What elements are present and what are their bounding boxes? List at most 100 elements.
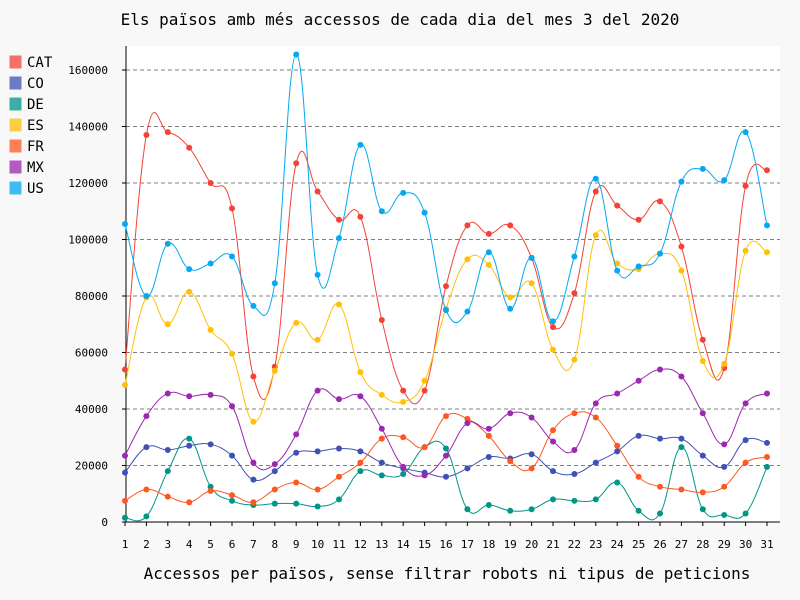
data-point-cat [550, 324, 556, 331]
data-point-cat [314, 188, 321, 195]
data-point-co [250, 476, 257, 483]
data-point-cat [592, 188, 599, 195]
data-point-fr [507, 458, 514, 465]
data-point-fr [485, 432, 492, 439]
data-point-fr [614, 442, 621, 449]
data-point-cat [464, 222, 471, 229]
y-tick-label: 60000 [75, 347, 108, 360]
data-point-co [764, 439, 770, 446]
data-point-es [336, 301, 342, 308]
data-point-de [657, 510, 663, 517]
data-point-mx [464, 420, 471, 427]
data-point-fr [421, 444, 428, 451]
data-point-cat [571, 290, 578, 297]
x-tick-label: 1 [122, 538, 129, 551]
grid-lines [126, 69, 780, 466]
data-point-de [207, 483, 214, 490]
data-point-us [443, 307, 449, 314]
x-tick-label: 30 [739, 538, 752, 551]
data-point-fr [571, 410, 578, 417]
data-point-mx [764, 390, 770, 397]
x-tick-label: 29 [718, 538, 731, 551]
data-point-de [122, 514, 128, 521]
data-point-co [614, 448, 621, 455]
data-point-es [357, 369, 364, 376]
x-tick-label: 24 [611, 538, 625, 551]
data-point-us [507, 305, 514, 312]
data-point-mx [571, 446, 578, 453]
data-point-de [143, 513, 150, 520]
data-point-co [357, 448, 364, 455]
x-tick-label: 19 [504, 538, 517, 551]
x-tick-label: 12 [354, 538, 367, 551]
data-point-co [657, 435, 663, 442]
data-point-fr [635, 473, 642, 480]
data-point-co [592, 459, 599, 466]
data-point-fr [721, 483, 728, 490]
data-point-mx [699, 410, 706, 417]
data-point-fr [378, 435, 385, 442]
data-point-mx [143, 413, 150, 420]
data-point-cat [657, 198, 663, 205]
data-point-us [528, 254, 535, 261]
data-point-us [314, 271, 321, 278]
x-tick-label: 4 [186, 538, 193, 551]
legend-label-co: CO [27, 76, 44, 92]
legend-label-cat: CAT [27, 55, 53, 71]
data-point-co [229, 452, 235, 459]
data-point-de [357, 468, 364, 475]
data-point-co [699, 452, 706, 459]
data-point-de [699, 506, 706, 513]
data-point-cat [678, 243, 685, 250]
data-point-fr [229, 492, 235, 499]
data-point-de [314, 503, 321, 510]
chart-title: Els països amb més accessos de cada dia … [120, 10, 680, 29]
data-point-us [186, 266, 193, 273]
data-point-mx [721, 441, 728, 448]
data-point-us [571, 253, 578, 260]
x-tick-label: 31 [760, 538, 773, 551]
x-tick-label: 16 [439, 538, 452, 551]
data-point-fr [271, 486, 278, 493]
data-point-co [378, 459, 385, 466]
data-point-de [400, 470, 407, 477]
x-tick-label: 15 [418, 538, 431, 551]
data-point-fr [764, 454, 770, 461]
data-point-us [122, 220, 128, 227]
x-tick-label: 21 [546, 538, 559, 551]
data-point-de [271, 500, 278, 507]
legend-swatch-fr [9, 139, 22, 153]
data-point-us [271, 280, 278, 287]
data-point-mx [614, 390, 621, 397]
data-point-us [592, 175, 599, 182]
data-point-cat [699, 336, 706, 343]
plot-area [126, 46, 780, 522]
data-point-us [250, 302, 257, 309]
data-point-cat [229, 205, 235, 212]
x-tick-label: 3 [164, 538, 171, 551]
data-point-de [336, 496, 342, 503]
data-point-de [571, 497, 578, 504]
data-point-mx [400, 463, 407, 470]
data-point-cat [357, 213, 364, 220]
data-point-mx [742, 400, 749, 407]
data-point-us [378, 208, 385, 215]
series-line-cat [124, 112, 768, 405]
data-point-co [207, 441, 214, 448]
data-point-cat [421, 387, 428, 394]
legend-label-es: ES [27, 118, 44, 134]
data-point-fr [657, 483, 663, 490]
legend: CAT CO DE ES FR MX US [9, 55, 53, 197]
series-line-us [124, 53, 768, 324]
data-point-co [678, 435, 685, 442]
data-point-cat [378, 317, 385, 324]
data-point-fr [443, 413, 449, 420]
data-point-de [378, 472, 385, 479]
data-point-de [164, 468, 171, 475]
y-tick-label: 40000 [75, 403, 108, 416]
data-point-mx [271, 461, 278, 468]
data-point-co [122, 469, 128, 476]
data-point-cat [742, 182, 749, 189]
x-tick-label: 25 [632, 538, 645, 551]
